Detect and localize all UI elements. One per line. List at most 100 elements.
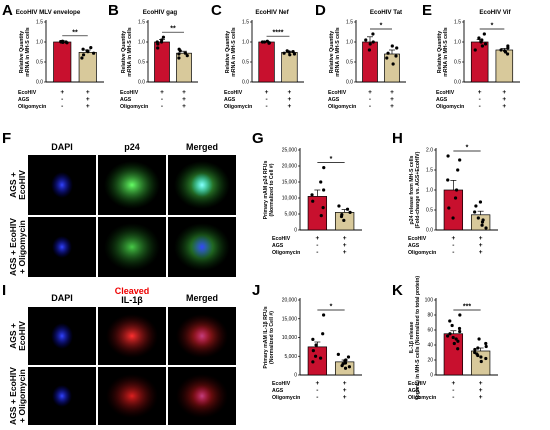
y-tick-label: 1.0 <box>346 40 353 46</box>
bar-treated <box>495 49 514 83</box>
data-point <box>456 168 460 172</box>
chart-K: 0 20 40 60 80 100 IL-1β release (pg/mL) in MH-S… <box>408 276 498 401</box>
data-point <box>346 355 351 359</box>
data-point <box>322 313 326 317</box>
condition-sign: - <box>161 96 163 103</box>
data-point <box>456 339 460 343</box>
condition-label: Oligomycin <box>224 104 252 110</box>
bar-control <box>307 196 328 231</box>
condition-sign: - <box>452 394 454 401</box>
y-tick-label: 0.5 <box>36 60 43 66</box>
condition-label: EcoHIV <box>18 90 37 96</box>
y-tick-label: 1.0 <box>454 40 461 46</box>
chart-title: EcoHIV gag <box>143 9 178 16</box>
data-point <box>183 51 188 55</box>
chart-J: 0 5,000 10,000 15,000 20,000 Primary mAM IL-1… <box>263 298 362 401</box>
y-axis-label: (Fold-change vs. AGS+EcoHIV) <box>415 151 421 228</box>
micrograph-il1b <box>98 307 166 365</box>
condition-sign: + <box>479 249 483 256</box>
condition-label: Oligomycin <box>272 250 300 256</box>
data-point <box>499 48 503 52</box>
micrograph-dapi <box>28 217 96 277</box>
y-axis-label: (pg/mL) in MH-S cells (Normalized to tot… <box>415 276 421 400</box>
y-axis-label: mRNA in MH-S cells <box>443 27 449 76</box>
y-axis-label: p24 release from MH-S cells <box>409 155 415 224</box>
data-point <box>454 188 459 192</box>
nucleus <box>192 385 212 407</box>
y-tick-label: 0.0 <box>346 80 353 86</box>
bar-control <box>470 41 489 83</box>
y-axis-label: IL-1β release <box>409 322 415 354</box>
condition-sign: - <box>369 96 371 103</box>
condition-sign: + <box>182 96 186 103</box>
data-point <box>322 188 326 192</box>
data-point <box>445 334 450 338</box>
data-point <box>484 341 488 346</box>
condition-sign: - <box>479 103 481 110</box>
data-point <box>319 180 323 184</box>
header-label: Cleaved <box>115 286 150 296</box>
y-axis-label: mRNA in MH-S cells <box>231 27 237 76</box>
nucleus <box>51 172 73 198</box>
data-point <box>310 193 314 197</box>
header-label: DAPI <box>51 293 73 303</box>
y-tick-label: 1.5 <box>138 20 145 26</box>
data-point <box>337 204 341 208</box>
condition-label: EcoHIV <box>436 90 455 96</box>
condition-sign: + <box>390 96 394 103</box>
data-point <box>480 223 484 227</box>
data-point <box>292 52 297 56</box>
y-tick-label: 1.0 <box>138 40 145 46</box>
condition-sign: + <box>60 89 64 96</box>
condition-label: AGS <box>18 97 30 103</box>
condition-sign: + <box>315 235 319 242</box>
header-label: IL-1β <box>121 295 143 305</box>
condition-sign: - <box>316 242 318 249</box>
nucleus <box>191 235 213 259</box>
nucleus <box>51 323 73 349</box>
condition-label: AGS <box>272 388 284 394</box>
significance-label: **** <box>273 30 284 37</box>
header-label: p24 <box>124 142 140 152</box>
y-tick-label: 1.0 <box>36 40 43 46</box>
data-point <box>64 40 68 44</box>
y-tick-label: 0 <box>430 373 433 379</box>
data-point <box>311 199 315 203</box>
condition-sign: + <box>86 96 90 103</box>
data-point <box>343 359 347 363</box>
data-point <box>336 352 340 356</box>
condition-sign: - <box>479 96 481 103</box>
data-point <box>343 366 348 370</box>
y-tick-label: 2.0 <box>426 148 433 154</box>
data-point <box>452 341 456 346</box>
data-point <box>345 207 350 211</box>
condition-label: Oligomycin <box>18 104 46 110</box>
condition-sign: + <box>451 380 455 387</box>
panel-letter-H: H <box>392 130 403 147</box>
data-point <box>185 54 189 58</box>
data-point <box>89 46 93 50</box>
data-point <box>477 337 481 341</box>
data-point <box>319 356 323 360</box>
condition-label: Oligomycin <box>408 395 436 401</box>
micrograph-p24 <box>98 217 166 277</box>
y-axis-label: Relative Quantity <box>225 31 231 73</box>
data-point <box>288 53 292 57</box>
panel-letter-B: B <box>108 2 119 19</box>
y-axis-label: Relative Quantity <box>437 31 443 73</box>
y-axis-label: mRNA in MH-S cells <box>335 27 341 76</box>
data-point <box>481 218 485 222</box>
condition-sign: + <box>182 89 186 96</box>
chart-title: EcoHIV Vif <box>479 9 511 16</box>
bar-control <box>53 41 72 83</box>
condition-sign: + <box>182 103 186 110</box>
chart-title: EcoHIV Nef <box>255 9 289 16</box>
data-point <box>386 51 390 55</box>
y-tick-label: 1.5 <box>36 20 43 26</box>
row-label: EcoHIV <box>17 170 27 200</box>
y-axis-label: (Normalized to Cell #) <box>269 311 275 364</box>
data-point <box>291 50 295 54</box>
row-label: AGS + EcoHIV <box>8 218 18 276</box>
y-tick-label: 1.5 <box>454 20 461 26</box>
